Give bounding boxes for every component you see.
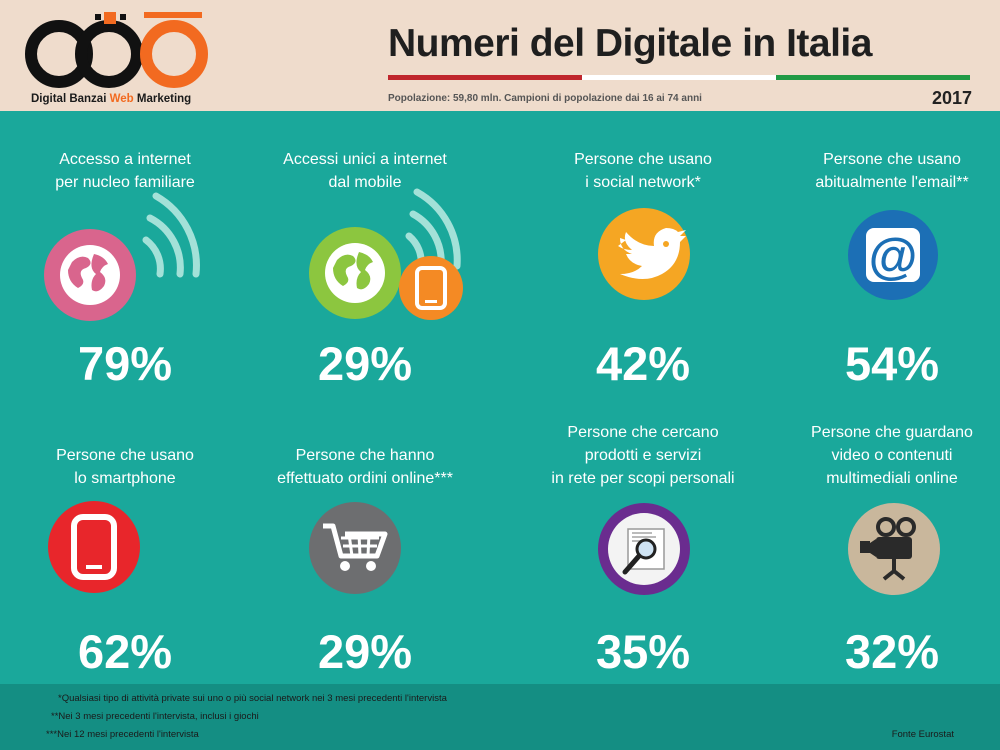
footnote-orders: ***Nei 12 mesi precedenti l'intervista bbox=[46, 729, 199, 740]
stat-label: Accesso a internet per nucleo familiare bbox=[55, 151, 195, 191]
logo-text: Digital Banzai Web Marketing bbox=[31, 93, 192, 105]
stat-value: 29% bbox=[317, 625, 413, 678]
header: Digital Banzai Web Marketing Numeri del … bbox=[0, 0, 1000, 111]
stat-value: 62% bbox=[77, 625, 173, 678]
source-credit: Fonte Eurostat bbox=[891, 729, 954, 740]
video-camera-icon bbox=[848, 503, 940, 595]
stat-value: 29% bbox=[317, 337, 413, 390]
year: 2017 bbox=[931, 88, 972, 108]
footnote-email: **Nei 3 mesi precedenti l'intervista, in… bbox=[51, 711, 259, 722]
shopping-cart-icon bbox=[309, 502, 401, 594]
stat-label: Persone che cercano prodotti e servizi in … bbox=[551, 424, 735, 487]
stat-label: Persone che usano lo smartphone bbox=[56, 447, 194, 487]
svg-text:@: @ bbox=[869, 228, 918, 284]
twitter-bird-icon bbox=[598, 208, 690, 300]
logo: Digital Banzai Web Marketing bbox=[20, 8, 220, 108]
stat-value: 32% bbox=[844, 625, 940, 678]
stat-value: 42% bbox=[595, 337, 691, 390]
stat-value: 54% bbox=[844, 337, 940, 390]
at-sign-icon: @ bbox=[848, 210, 938, 300]
stat-label: Persone che usano abitualmente l'email** bbox=[815, 151, 969, 191]
logo-rings-icon bbox=[25, 12, 208, 88]
magnifier-icon bbox=[598, 503, 690, 595]
smartphone-icon bbox=[48, 501, 140, 593]
stat-value: 79% bbox=[77, 337, 173, 390]
population-subtitle: Popolazione: 59,80 mln. Campioni di popo… bbox=[388, 93, 702, 104]
stat-value: 35% bbox=[595, 625, 691, 678]
stat-label: Persone che hanno effettuato ordini onlin… bbox=[277, 447, 453, 487]
globe-mobile-icon bbox=[309, 188, 463, 320]
stat-label: Persone che guardano video o contenuti mul… bbox=[811, 424, 973, 487]
page-title: Numeri del Digitale in Italia bbox=[388, 22, 872, 65]
stat-label: Accessi unici a internet dal mobile bbox=[283, 151, 447, 191]
stat-label: Persone che usano i social network* bbox=[574, 151, 712, 191]
flag-divider bbox=[388, 75, 970, 80]
globe-wifi-icon bbox=[44, 192, 200, 321]
footnote-social: *Qualsiasi tipo di attività private sui … bbox=[58, 693, 447, 704]
footer: *Qualsiasi tipo di attività private sui … bbox=[0, 684, 1000, 750]
